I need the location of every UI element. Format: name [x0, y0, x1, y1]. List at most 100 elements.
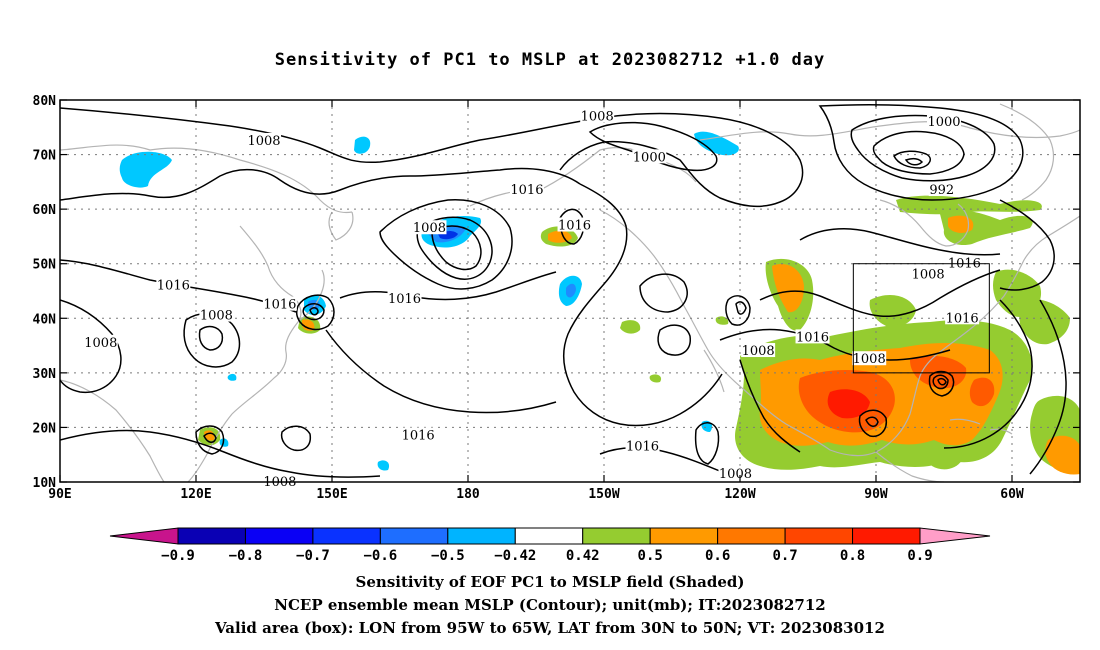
valid-area-box — [852, 263, 990, 374]
contour-1016 — [943, 299, 1033, 449]
contour-1008 — [195, 425, 225, 455]
contour-1016 — [60, 167, 581, 201]
contour-label: 1016 — [388, 292, 421, 307]
contour-label: 1008 — [912, 268, 945, 283]
contour-label: 1008 — [853, 352, 886, 367]
contour-label-bg — [557, 217, 592, 232]
shade-positive — [827, 389, 870, 419]
contour-layer — [60, 103, 1067, 478]
colorbar-label: 0.9 — [907, 548, 932, 564]
colorbar-label: 0.8 — [840, 548, 865, 564]
contour-label: 1016 — [946, 311, 979, 326]
contour-label-bg — [156, 277, 191, 292]
contour-label-bg — [911, 266, 946, 281]
contour-label-bg — [741, 343, 776, 358]
colorbar-segment — [177, 527, 246, 545]
colorbar-segment — [852, 527, 921, 545]
contour-label: 1008 — [247, 134, 280, 149]
contour-label-bg — [928, 182, 955, 197]
shade-positive — [948, 215, 974, 233]
shade-negative — [227, 373, 237, 381]
y-tick-label: 20N — [33, 421, 57, 436]
y-tick-label: 60N — [33, 203, 57, 218]
colorbar-label: −0.42 — [494, 548, 536, 564]
contour-1000 — [937, 377, 947, 386]
contour-1016 — [60, 429, 381, 478]
coastline-greenland — [999, 103, 1055, 201]
shade-positive — [302, 319, 315, 331]
coastline-south-asia — [60, 379, 165, 482]
colorbar-segment — [784, 527, 854, 545]
contour-label-bg — [718, 465, 753, 480]
shading-layer — [119, 131, 1080, 475]
colorbar-label: −0.9 — [161, 548, 195, 564]
contour-1016 — [799, 227, 1001, 256]
contour-label: 1016 — [626, 440, 659, 455]
shade-positive — [620, 320, 641, 334]
contour-label: 1008 — [84, 336, 117, 351]
contour-1016 — [280, 425, 312, 452]
contour-label-bg — [852, 351, 887, 366]
colorbar-label: 0.5 — [638, 548, 663, 564]
contour-label-bg — [262, 474, 297, 488]
contour-label-bg — [945, 310, 980, 325]
contour-1000 — [431, 225, 482, 271]
contour-label-bg — [795, 329, 830, 344]
contour-1004 — [309, 307, 319, 316]
contour-label: 1016 — [510, 183, 543, 198]
colorbar-segment — [649, 527, 719, 545]
contour-label: 1016 — [558, 219, 591, 234]
contour-label-bg — [387, 291, 422, 306]
contour-1012 — [295, 294, 335, 331]
contour-label: 1000 — [633, 150, 666, 165]
colorbar-segment — [582, 527, 651, 545]
contour-label-bg — [927, 113, 961, 128]
colorbar-label: 0.42 — [566, 548, 600, 564]
x-tick-label: 90E — [48, 487, 71, 502]
x-tick-label: 180 — [456, 487, 480, 502]
y-tick-label: 80N — [33, 94, 57, 109]
contour-1008 — [694, 422, 720, 465]
colorbar-label: 0.7 — [772, 548, 797, 564]
contour-label: 1016 — [796, 330, 829, 345]
coastline-asia-north — [60, 144, 353, 214]
contour-1008 — [302, 303, 325, 321]
y-tick-label: 30N — [33, 367, 57, 382]
contour-1008 — [928, 370, 955, 397]
shade-negative — [377, 460, 390, 471]
contour-1008 — [739, 359, 801, 453]
colorbar: −0.9 −0.8 −0.7 −0.6 −0.5 −0.42 0.42 0.5 0.6 0.7 0.… — [109, 527, 991, 564]
footer-line-3: Valid area (box): LON from 95W to 65W, L… — [215, 619, 885, 637]
map-title: Sensitivity of PC1 to MSLP at 2023082712… — [274, 50, 826, 70]
colorbar-label: 0.6 — [705, 548, 730, 564]
shade-positive — [772, 264, 804, 313]
contour-label-bg — [262, 296, 297, 311]
shade-positive — [869, 295, 916, 328]
contour-labels: 1008 1008 1000 1016 1016 1000 992 1008 1008 1016 1… — [83, 108, 982, 490]
coastline-gulf — [829, 325, 975, 457]
coastline-kamchatka — [328, 211, 354, 241]
coastline-na-west — [599, 209, 831, 451]
contour-984 — [893, 150, 931, 169]
colorbar-segment — [312, 527, 381, 545]
shade-negative — [119, 151, 172, 188]
contour-label: 1008 — [200, 309, 233, 324]
x-tick-label: 90W — [864, 487, 888, 502]
colorbar-segment — [447, 527, 516, 545]
contour-label-bg — [401, 427, 436, 442]
contour-label-bg — [199, 307, 234, 322]
coastline-caribbean — [949, 418, 1013, 435]
contour-label-bg — [247, 132, 281, 147]
contour-1016 — [1029, 299, 1067, 475]
shade-positive — [1045, 435, 1080, 475]
contour-1016 — [858, 409, 888, 438]
x-tick-label: 120W — [724, 487, 755, 502]
contour-1012 — [865, 416, 879, 427]
contour-label: 1000 — [927, 115, 960, 130]
contour-1008 — [60, 299, 122, 394]
contour-1016 — [562, 183, 723, 427]
contour-992 — [872, 130, 965, 175]
x-tick-label: 150W — [588, 487, 619, 502]
colorbar-low-triangle — [109, 527, 179, 545]
